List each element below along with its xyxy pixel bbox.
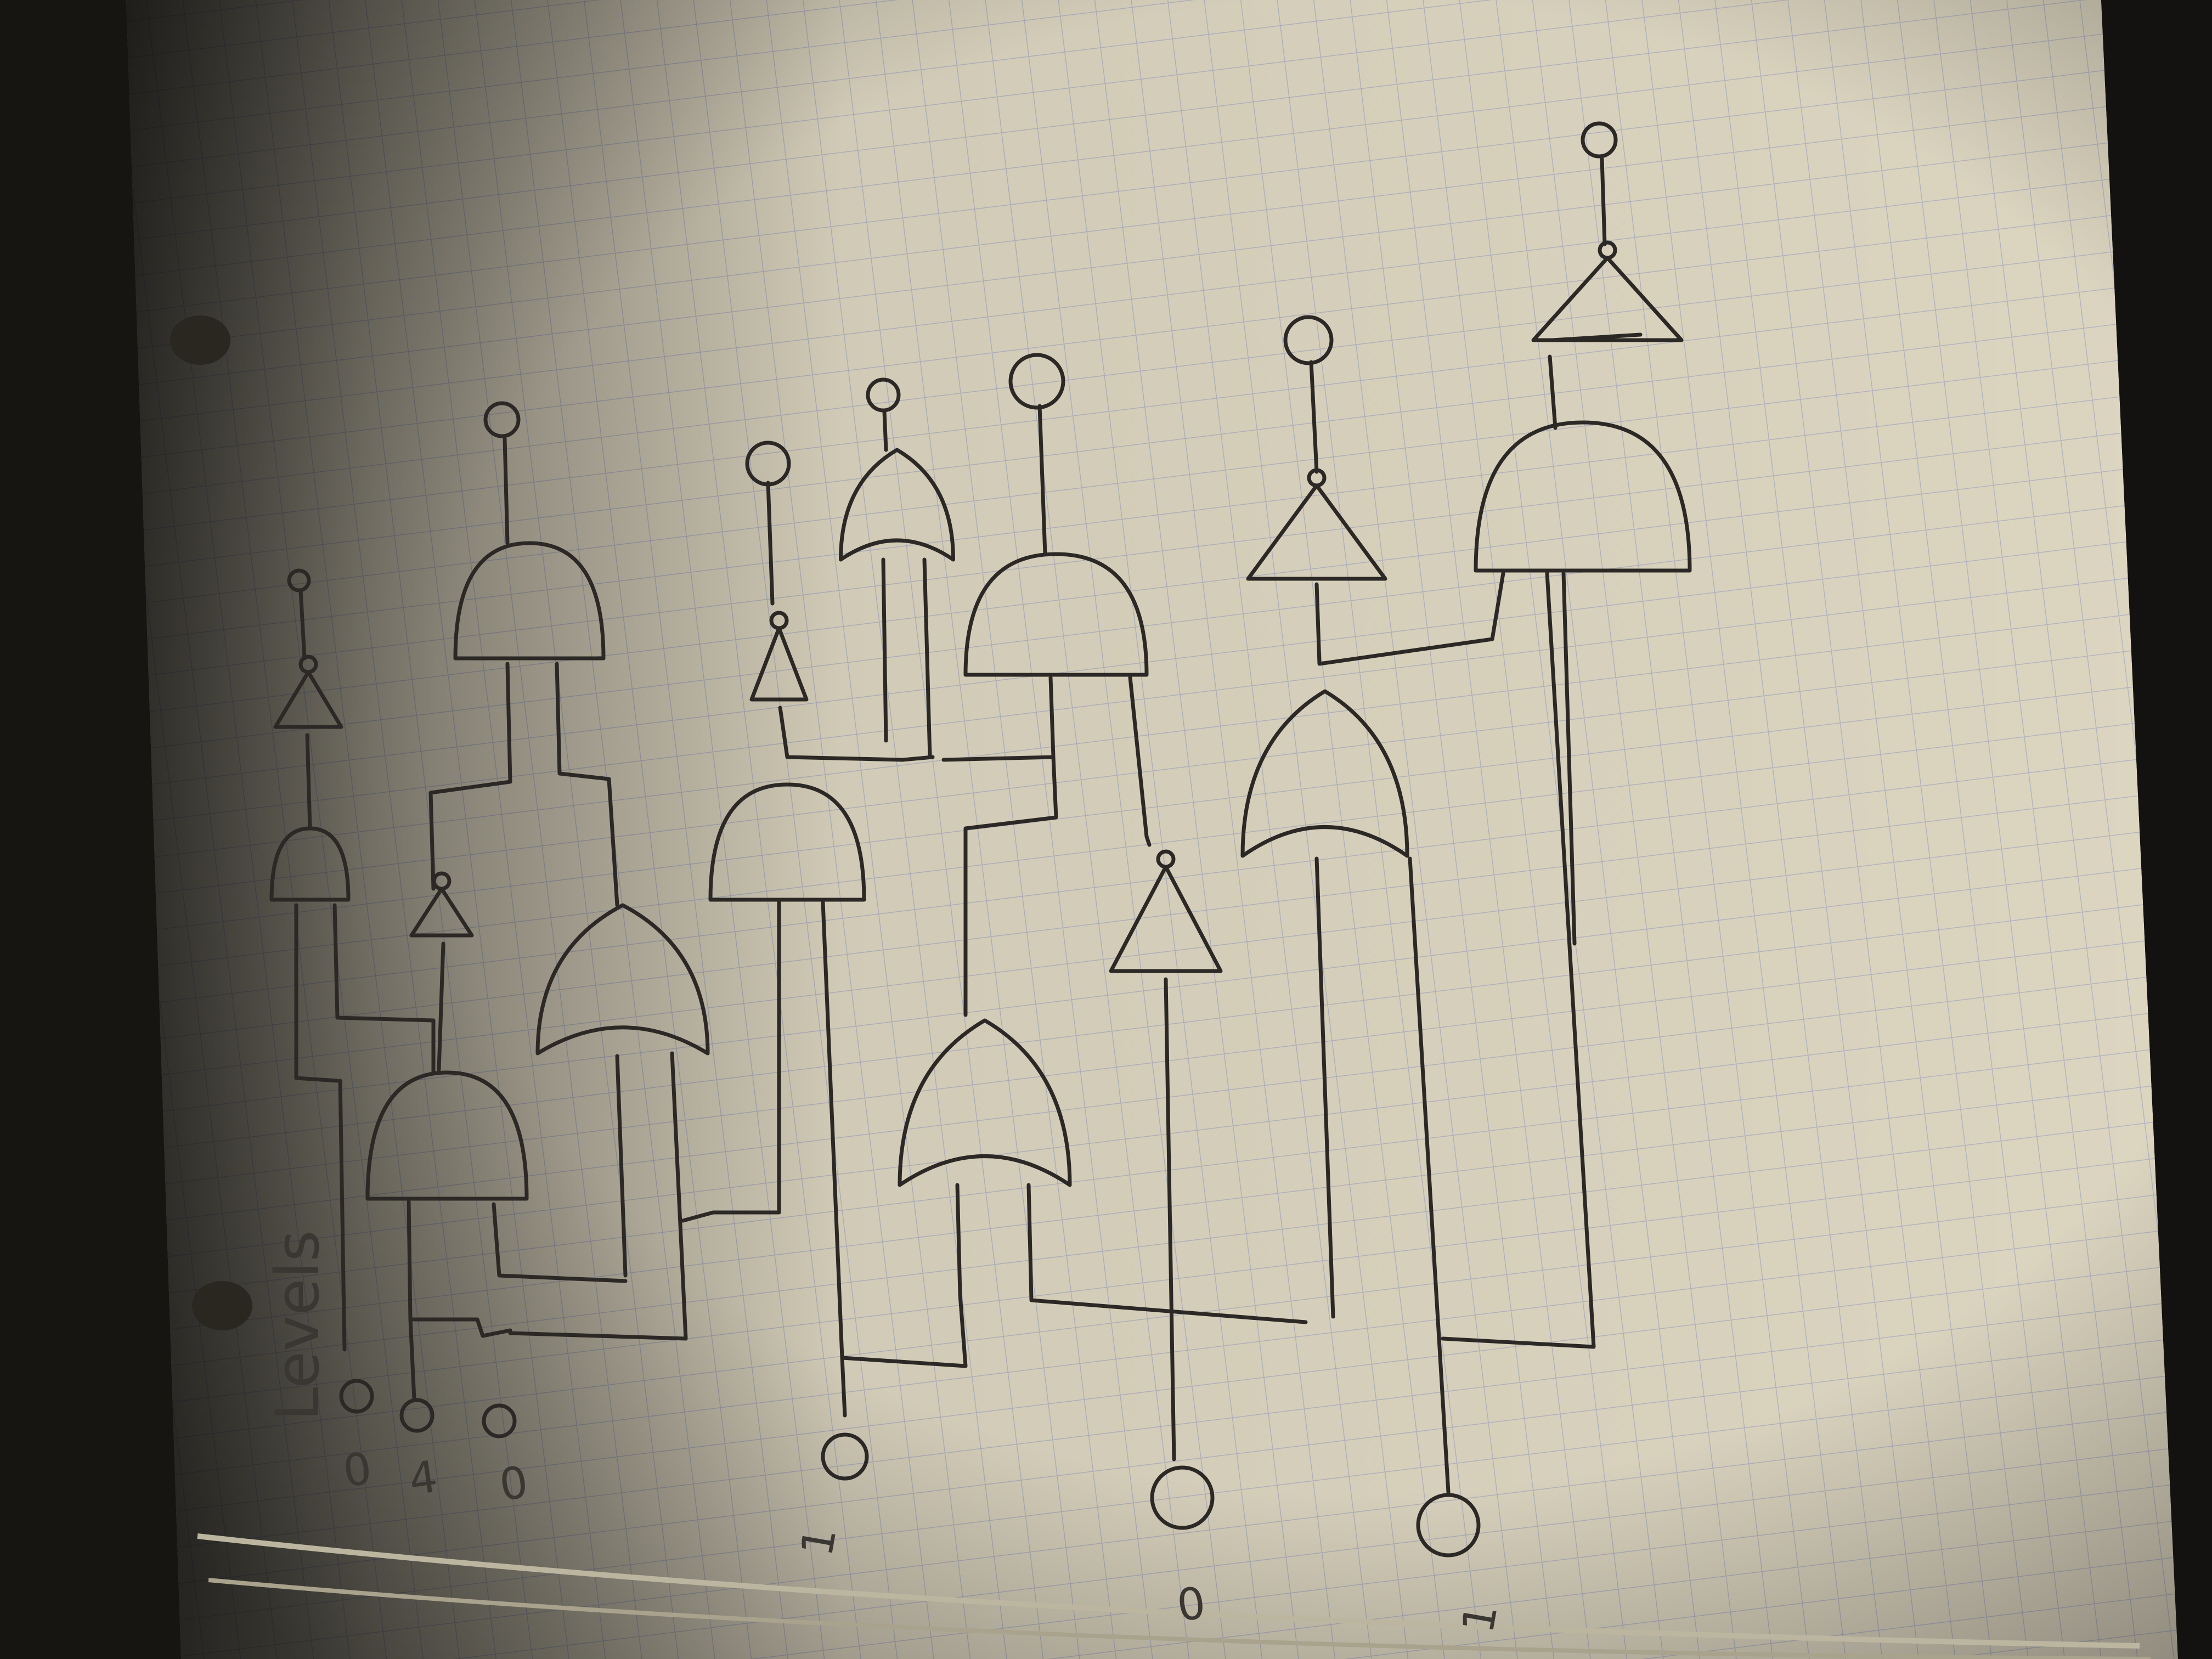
- output-terminal: [483, 401, 521, 438]
- binder-hole: [192, 1281, 252, 1330]
- not-gate: [535, 903, 710, 1056]
- wire: [1037, 404, 1047, 556]
- levels-label: Levels: [262, 1230, 332, 1421]
- wire: [1408, 856, 1451, 1494]
- not-gate: [1109, 865, 1223, 973]
- and-gate: [898, 1018, 1072, 1187]
- wire: [1164, 977, 1176, 1462]
- wire: [338, 1079, 347, 1352]
- wire: [766, 481, 775, 606]
- not-gate: [269, 826, 351, 902]
- wire: [958, 1293, 968, 1368]
- wire: [963, 755, 1058, 1017]
- or-gate: [963, 552, 1149, 677]
- and-gate: [273, 670, 343, 729]
- wire: [408, 1317, 416, 1401]
- wire: [1548, 354, 1558, 430]
- binder-holes: [170, 315, 252, 1330]
- wire: [298, 588, 307, 661]
- wire: [955, 1183, 962, 1297]
- wire: [437, 941, 445, 1072]
- wire: [615, 1054, 628, 1278]
- not-gate: [1474, 420, 1692, 573]
- wire: [503, 437, 510, 545]
- inverter-bubble: [769, 611, 789, 630]
- wire: [1314, 582, 1494, 666]
- wire: [1314, 856, 1335, 1319]
- wire: [1309, 360, 1319, 474]
- wire: [1441, 571, 1596, 1349]
- wire: [778, 706, 905, 762]
- wire: [1600, 157, 1607, 246]
- inverter-bubble: [1598, 240, 1617, 260]
- wire: [1550, 332, 1643, 342]
- wire: [1561, 571, 1577, 946]
- or-gate: [365, 1070, 529, 1201]
- wire: [670, 1051, 688, 1341]
- output-terminal: [1008, 353, 1065, 410]
- wire: [1026, 1183, 1308, 1324]
- wire: [881, 557, 888, 743]
- output-terminal: [1581, 121, 1618, 159]
- and-gate: [1531, 256, 1684, 342]
- input-terminal: [1150, 1465, 1215, 1530]
- logic-circuit-sketch: [269, 121, 1692, 1558]
- wire: [922, 557, 932, 759]
- wire: [305, 733, 312, 831]
- wire: [1128, 675, 1152, 847]
- wire: [900, 755, 935, 762]
- and-gate: [708, 782, 866, 902]
- output-terminal: [1283, 315, 1334, 365]
- input-terminal: [399, 1398, 435, 1433]
- wire: [492, 1202, 628, 1283]
- wire: [428, 662, 512, 891]
- inverter-bubble: [1156, 849, 1176, 869]
- wire: [681, 900, 781, 1223]
- wire: [1490, 571, 1505, 641]
- wire: [407, 1199, 512, 1338]
- and-gate: [409, 887, 474, 938]
- input-terminal: [1416, 1493, 1481, 1558]
- wire: [840, 1356, 847, 1418]
- input-terminal: [482, 1403, 517, 1438]
- inverter-bubble: [1307, 468, 1327, 488]
- and-gate: [453, 541, 606, 661]
- wire: [332, 903, 436, 1023]
- not-gate: [1240, 689, 1409, 858]
- or-gate: [1246, 483, 1387, 581]
- input-terminal: [339, 1379, 374, 1414]
- wire: [882, 409, 888, 452]
- wire: [508, 1331, 688, 1341]
- inverter-bubble: [298, 654, 318, 674]
- input-terminal: [821, 1432, 869, 1481]
- wire: [555, 662, 619, 907]
- or-gate: [749, 626, 809, 702]
- binder-hole: [170, 315, 230, 365]
- or-gate: [839, 448, 955, 562]
- wire: [294, 1076, 340, 1083]
